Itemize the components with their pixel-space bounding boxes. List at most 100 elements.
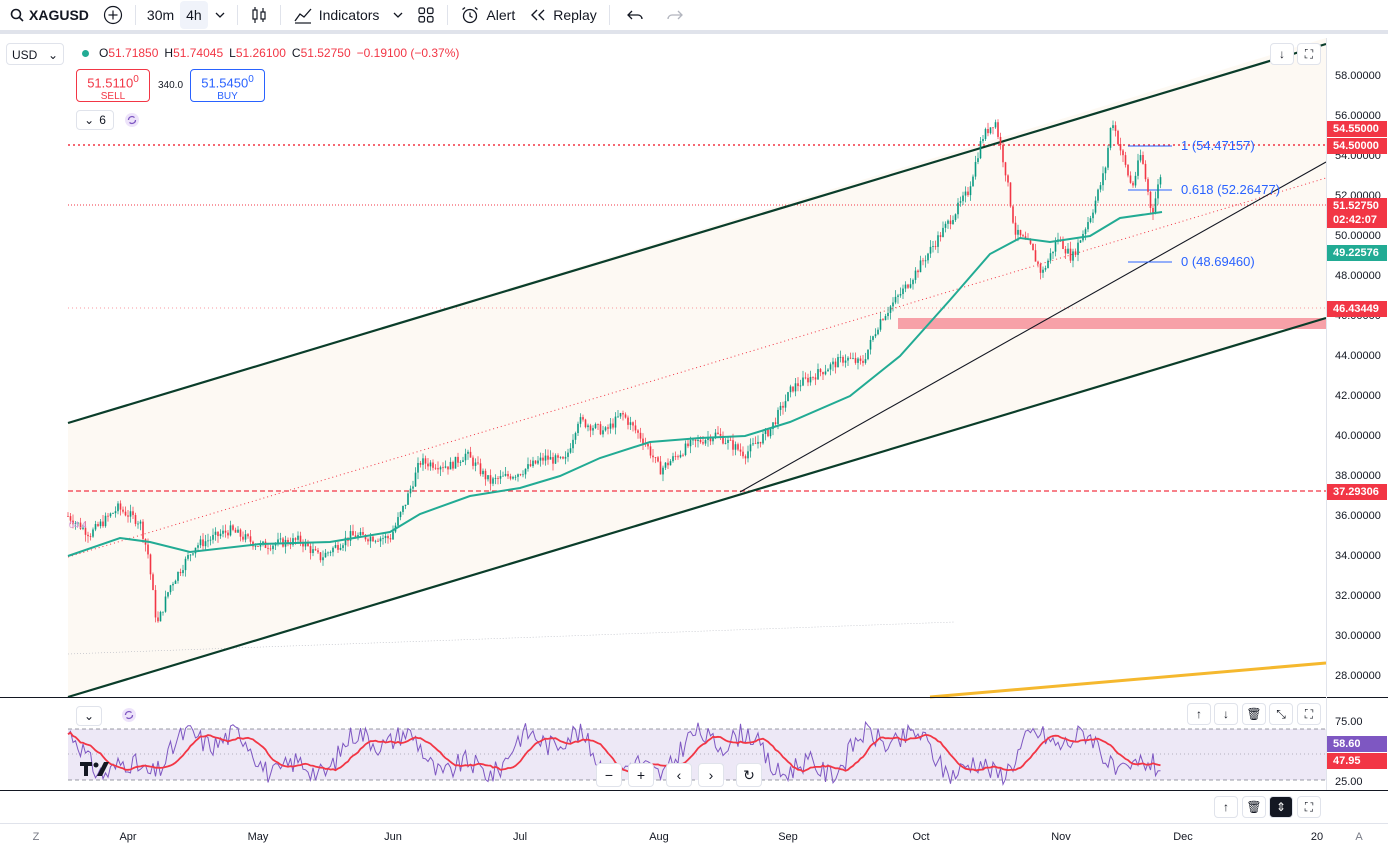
- candle-body: [137, 523, 139, 525]
- candle-body: [497, 478, 499, 479]
- candle-body: [554, 455, 557, 464]
- candle-body: [509, 476, 512, 479]
- candle-body: [1094, 200, 1097, 213]
- candle-body: [927, 253, 929, 261]
- channel-lower-line: [67, 316, 1327, 699]
- candle-body: [224, 530, 227, 533]
- candle-body: [1054, 241, 1057, 252]
- rsi-scale[interactable]: 75.00 25.00: [1326, 697, 1388, 790]
- candle-body: [934, 246, 937, 247]
- redo-button[interactable]: [655, 0, 695, 30]
- chevron-down-icon: [393, 11, 403, 19]
- replay-button[interactable]: Replay: [522, 0, 604, 30]
- candle-body: [919, 260, 922, 273]
- candle-body: [692, 439, 694, 441]
- maximize-icon: ⛶: [1304, 706, 1314, 721]
- candle-body: [614, 416, 617, 428]
- buy-button[interactable]: 51.54500 BUY: [190, 69, 265, 102]
- candle-body: [922, 260, 924, 262]
- alert-button[interactable]: Alert: [453, 0, 522, 30]
- candle-body: [822, 372, 824, 375]
- candle-body: [1092, 212, 1094, 219]
- price-tick: 34.00000: [1335, 550, 1381, 562]
- scroll-down-button[interactable]: ↓: [1270, 43, 1294, 65]
- rsi-sync-icon[interactable]: [121, 707, 137, 726]
- candle-body: [634, 425, 637, 431]
- chevron-right-icon: ›: [708, 767, 714, 783]
- sync-icon[interactable]: [124, 112, 140, 131]
- candle-body: [334, 545, 337, 548]
- indicators-collapse-button[interactable]: ⌄ 6: [76, 110, 114, 130]
- level-faint: [67, 621, 956, 655]
- candle-body: [1002, 145, 1004, 163]
- candle-body: [1144, 163, 1147, 180]
- zoom-in-button[interactable]: +: [628, 763, 654, 787]
- candle-body: [437, 468, 439, 470]
- pane-collapse-button[interactable]: ⤡: [1269, 703, 1293, 725]
- candle-body: [344, 537, 347, 546]
- time-label: Oct: [912, 831, 930, 843]
- candle-body: [1032, 243, 1034, 251]
- pane-divider[interactable]: [0, 790, 1388, 791]
- pane-move-down-button[interactable]: ↓: [1214, 703, 1238, 725]
- candle-body: [1159, 177, 1162, 185]
- pane3-expand-button[interactable]: ⇕: [1269, 796, 1293, 818]
- pane-delete-button[interactable]: 🗑: [1242, 703, 1266, 725]
- candle-body: [139, 521, 142, 524]
- alarm-clock-icon: [460, 5, 480, 25]
- rsi-collapse-button[interactable]: ⌄: [76, 706, 102, 726]
- chevron-down-icon: ⌄: [84, 113, 95, 127]
- candle-body: [119, 503, 122, 510]
- interval-dropdown[interactable]: [208, 0, 232, 30]
- pane-maximize-button[interactable]: ⛶: [1297, 703, 1321, 725]
- time-label: Nov: [1051, 831, 1071, 843]
- candle-body: [1114, 125, 1117, 131]
- pane-move-up-button[interactable]: ↑: [1187, 703, 1211, 725]
- maximize-button[interactable]: ⛶: [1297, 43, 1321, 65]
- pane-divider[interactable]: [0, 697, 1388, 698]
- candle-body: [869, 339, 872, 350]
- pane3-move-up-button[interactable]: ↑: [1214, 796, 1238, 818]
- compare-button[interactable]: [96, 0, 130, 30]
- candle-body: [704, 439, 707, 444]
- candle-body: [937, 235, 939, 247]
- layouts-button[interactable]: [410, 0, 442, 30]
- candle-body: [717, 432, 719, 434]
- sell-button[interactable]: 51.51100 SELL: [76, 69, 150, 102]
- fib-label-1: 1 (54.47157): [1181, 138, 1255, 153]
- indicators-dropdown[interactable]: [386, 0, 410, 30]
- candle-body: [777, 409, 779, 425]
- reset-chart-button[interactable]: ↻: [736, 763, 762, 787]
- candle-body: [92, 529, 94, 537]
- candle-body: [872, 336, 874, 340]
- timezone-icon[interactable]: Z: [32, 831, 40, 843]
- interval-30m[interactable]: 30m: [146, 7, 175, 23]
- scroll-left-button[interactable]: ‹: [666, 763, 692, 787]
- auto-scale-button[interactable]: A: [1355, 831, 1363, 843]
- pane3-maximize-button[interactable]: ⛶: [1297, 796, 1321, 818]
- candle-body: [1107, 147, 1109, 168]
- scroll-right-button[interactable]: ›: [698, 763, 724, 787]
- candle-body: [829, 364, 832, 370]
- zoom-out-button[interactable]: −: [596, 763, 622, 787]
- trend-black-line: [739, 161, 1327, 493]
- candle-body: [1067, 248, 1069, 254]
- time-axis[interactable]: Z Apr May Jun Jul Aug Sep Oct Nov Dec 20…: [0, 823, 1388, 849]
- symbol-search[interactable]: XAGUSD: [0, 0, 96, 30]
- tradingview-logo-icon[interactable]: [80, 760, 112, 783]
- candle-body: [929, 246, 932, 254]
- candle-body: [77, 522, 79, 524]
- candle-body: [472, 457, 474, 466]
- candle-body: [1099, 185, 1102, 190]
- time-label: May: [247, 831, 269, 843]
- chart-type-button[interactable]: [243, 0, 275, 30]
- currency-select-left[interactable]: USD ⌄: [6, 43, 64, 65]
- pane3-delete-button[interactable]: 🗑: [1242, 796, 1266, 818]
- undo-button[interactable]: [615, 0, 655, 30]
- indicators-button[interactable]: Indicators: [286, 0, 387, 30]
- candle-body: [187, 555, 189, 559]
- interval-4h[interactable]: 4h: [180, 1, 208, 29]
- indicator-count: 6: [99, 113, 106, 127]
- trend-dotted-line: [67, 177, 1327, 558]
